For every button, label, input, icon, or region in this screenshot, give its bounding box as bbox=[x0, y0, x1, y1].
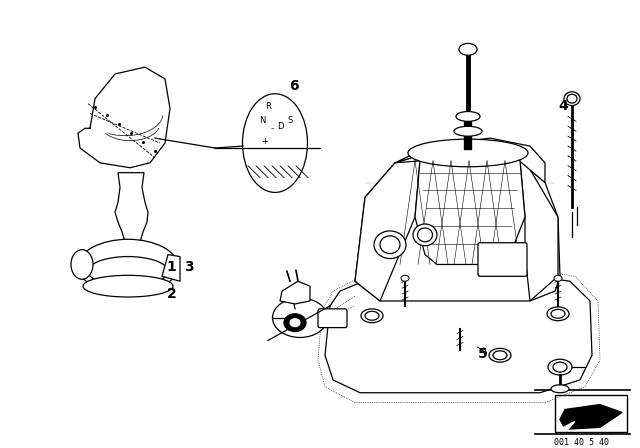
Bar bbox=[555, 395, 627, 432]
Text: 001 40 5 40: 001 40 5 40 bbox=[554, 438, 609, 447]
Ellipse shape bbox=[408, 139, 528, 167]
Text: S: S bbox=[287, 116, 292, 125]
Ellipse shape bbox=[380, 236, 400, 254]
Text: 5: 5 bbox=[478, 347, 488, 361]
Polygon shape bbox=[115, 172, 148, 247]
Ellipse shape bbox=[551, 385, 569, 393]
Ellipse shape bbox=[548, 359, 572, 375]
Ellipse shape bbox=[551, 310, 565, 318]
Text: +: + bbox=[262, 137, 268, 146]
Ellipse shape bbox=[493, 351, 507, 360]
Polygon shape bbox=[325, 274, 592, 393]
Polygon shape bbox=[355, 146, 560, 301]
Ellipse shape bbox=[564, 92, 580, 106]
Ellipse shape bbox=[489, 349, 511, 362]
Ellipse shape bbox=[88, 257, 168, 286]
Ellipse shape bbox=[459, 43, 477, 55]
Polygon shape bbox=[355, 161, 420, 301]
Polygon shape bbox=[560, 422, 575, 429]
Ellipse shape bbox=[401, 276, 409, 281]
Text: 2: 2 bbox=[166, 287, 177, 301]
Ellipse shape bbox=[413, 224, 437, 246]
Text: 1: 1 bbox=[166, 260, 177, 275]
Polygon shape bbox=[162, 254, 180, 281]
Polygon shape bbox=[280, 281, 310, 304]
Ellipse shape bbox=[456, 112, 480, 121]
Ellipse shape bbox=[374, 231, 406, 258]
Text: R: R bbox=[265, 102, 271, 111]
Ellipse shape bbox=[547, 307, 569, 321]
Ellipse shape bbox=[417, 228, 433, 242]
Polygon shape bbox=[520, 161, 558, 301]
Ellipse shape bbox=[273, 298, 328, 337]
Ellipse shape bbox=[454, 126, 482, 136]
Ellipse shape bbox=[71, 250, 93, 279]
Text: –: – bbox=[270, 125, 274, 131]
Ellipse shape bbox=[243, 94, 307, 193]
Ellipse shape bbox=[567, 94, 577, 103]
Text: 4: 4 bbox=[558, 99, 568, 113]
Ellipse shape bbox=[365, 311, 379, 320]
Ellipse shape bbox=[284, 314, 306, 332]
Text: 6: 6 bbox=[289, 79, 300, 93]
FancyBboxPatch shape bbox=[478, 243, 527, 276]
FancyBboxPatch shape bbox=[318, 309, 347, 327]
Ellipse shape bbox=[78, 239, 178, 293]
Ellipse shape bbox=[289, 318, 301, 327]
Text: 3: 3 bbox=[184, 260, 194, 275]
Polygon shape bbox=[415, 148, 525, 264]
Text: N: N bbox=[259, 116, 265, 125]
Ellipse shape bbox=[361, 309, 383, 323]
Ellipse shape bbox=[554, 276, 562, 281]
Polygon shape bbox=[395, 138, 545, 182]
Ellipse shape bbox=[553, 362, 567, 372]
Text: D: D bbox=[276, 122, 284, 131]
Polygon shape bbox=[560, 405, 622, 429]
Polygon shape bbox=[318, 268, 600, 403]
Ellipse shape bbox=[83, 276, 173, 297]
